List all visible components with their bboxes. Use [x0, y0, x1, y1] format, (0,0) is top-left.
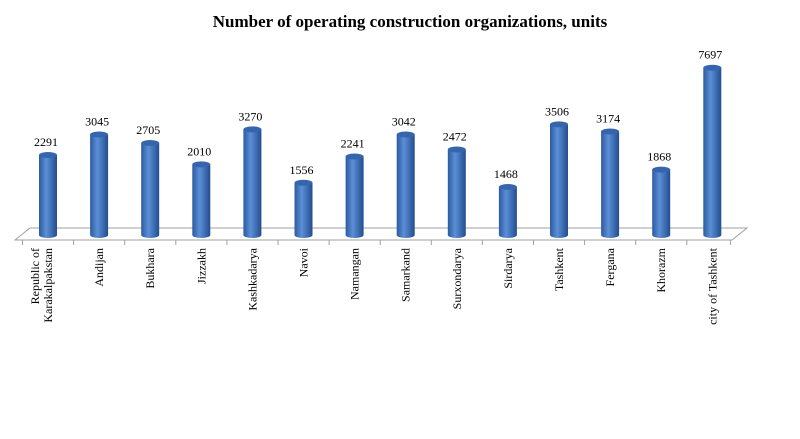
category-label: Bukhara [143, 247, 157, 288]
category-label: Namangan [348, 248, 362, 300]
bar-top-2 [141, 139, 160, 146]
data-label: 3042 [392, 115, 416, 129]
data-label: 7697 [698, 48, 722, 62]
bar-top-5 [294, 179, 313, 186]
data-label: 3506 [545, 104, 569, 118]
category-label: Karakalpakstan [41, 248, 55, 323]
category-label: Andijan [92, 248, 106, 287]
data-label: 1556 [290, 163, 314, 177]
data-label: 2291 [34, 135, 58, 149]
data-label: 1868 [647, 150, 671, 164]
bar-top-3 [192, 161, 211, 168]
bar-7 [396, 134, 415, 238]
bar-10 [550, 124, 568, 238]
data-label: 1468 [494, 167, 518, 181]
bar-2 [141, 142, 160, 238]
bar-0 [39, 154, 57, 238]
bar-4 [243, 129, 262, 238]
bar-top-7 [396, 131, 415, 138]
category-label: Samarkand [399, 248, 413, 302]
bar-8 [447, 149, 466, 238]
data-label: 2705 [136, 123, 160, 137]
bar-top-9 [498, 184, 517, 190]
category-label: Khorazm [654, 247, 668, 292]
bar-top-1 [90, 131, 109, 138]
category-label: Jizzakh [194, 248, 208, 284]
bar-top-12 [652, 166, 671, 173]
bar-top-6 [345, 153, 364, 160]
bar-3 [192, 164, 211, 238]
category-label: Surxondarya [450, 247, 464, 309]
data-label: 3045 [85, 114, 109, 128]
category-label: Navoi [297, 247, 311, 277]
bar-top-10 [550, 121, 568, 128]
bar-top-4 [243, 126, 262, 133]
category-label: city of Tashkent [705, 247, 719, 325]
bar-1 [90, 134, 109, 238]
category-label: Tashkent [552, 247, 566, 291]
data-label: 3270 [238, 109, 262, 123]
bar-5 [294, 182, 313, 238]
data-label: 3174 [596, 111, 620, 125]
category-label: Sirdarya [501, 247, 515, 288]
bar-11 [601, 131, 620, 238]
bar-12 [652, 169, 671, 238]
bar-top-11 [601, 128, 620, 135]
chart-floor [13, 227, 749, 241]
bar-top-0 [39, 151, 57, 158]
category-label: Republic of [28, 248, 42, 304]
category-label: Kashkadarya [245, 247, 259, 310]
data-label: 2241 [341, 137, 365, 151]
bar-top-13 [703, 64, 722, 71]
bar-9 [498, 187, 517, 239]
bar-top-8 [447, 146, 466, 153]
data-label: 2472 [443, 129, 467, 143]
chart-title: Number of operating construction organiz… [212, 12, 608, 31]
bar-13 [703, 67, 722, 239]
data-label: 2010 [187, 144, 211, 158]
category-label: Fergana [603, 247, 617, 286]
bar-6 [345, 156, 364, 238]
